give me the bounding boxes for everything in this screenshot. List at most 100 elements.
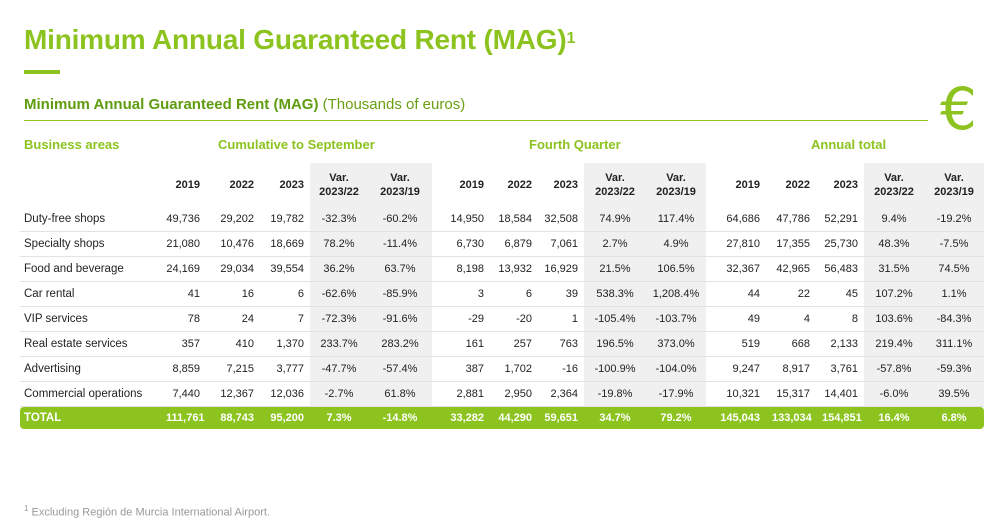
table-cell: 2,364 xyxy=(538,381,584,407)
table-cell: 4.9% xyxy=(646,231,706,257)
table-cell: 9.4% xyxy=(864,207,924,232)
table-cell: -17.9% xyxy=(646,381,706,407)
column-header: 2022 xyxy=(507,179,532,191)
table-cell: 107.2% xyxy=(864,281,924,307)
table-cell: 6 xyxy=(490,281,538,307)
row-label: Food and beverage xyxy=(20,256,160,282)
table-cell: 16.4% xyxy=(864,406,924,429)
table-cell: -104.0% xyxy=(646,356,706,382)
column-header: 2023 xyxy=(279,179,304,191)
table-cell: 48.3% xyxy=(864,231,924,257)
table-cell: 1.1% xyxy=(924,281,984,307)
column-header: 2023 xyxy=(833,179,858,191)
column-header: 2019 xyxy=(459,179,484,191)
table-cell: -14.8% xyxy=(368,406,432,429)
table-cell: 410 xyxy=(206,331,260,357)
table-cell: -6.0% xyxy=(864,381,924,407)
table-cell: 145,043 xyxy=(706,406,766,429)
table-cell: 16 xyxy=(206,281,260,307)
column-header: Var. 2023/22 xyxy=(584,163,646,207)
table-cell: 33,282 xyxy=(432,406,490,429)
table-cell: 29,202 xyxy=(206,207,260,232)
table-cell: 13,932 xyxy=(490,256,538,282)
table-cell: -59.3% xyxy=(924,356,984,382)
table-cell: 59,651 xyxy=(538,406,584,429)
table-cell: 7 xyxy=(260,306,310,332)
table-cell: 39.5% xyxy=(924,381,984,407)
table-cell: 257 xyxy=(490,331,538,357)
table-cell: 3,777 xyxy=(260,356,310,382)
table-cell: 64,686 xyxy=(706,207,766,232)
row-label: Real estate services xyxy=(20,331,160,357)
table-cell: -60.2% xyxy=(368,207,432,232)
table-cell: 133,034 xyxy=(766,406,816,429)
table-cell: 79.2% xyxy=(646,406,706,429)
cumulative-header: Cumulative to September xyxy=(218,137,375,152)
table-cell: 1,370 xyxy=(260,331,310,357)
table-cell: 42,965 xyxy=(766,256,816,282)
table-cell: 117.4% xyxy=(646,207,706,232)
table-cell: 1,208.4% xyxy=(646,281,706,307)
euro-icon: € xyxy=(940,75,977,143)
subtitle-divider xyxy=(24,120,928,121)
table-cell: 311.1% xyxy=(924,331,984,357)
table-cell: 31.5% xyxy=(864,256,924,282)
table-cell: 18,669 xyxy=(260,231,310,257)
table-cell: 29,034 xyxy=(206,256,260,282)
table-cell: 25,730 xyxy=(816,231,864,257)
table-cell: 15,317 xyxy=(766,381,816,407)
quarter-header: Fourth Quarter xyxy=(529,137,621,152)
table-row: Specialty shops 21,080 10,476 18,669 78.2% -1… xyxy=(20,231,984,257)
mag-table: 2019 2022 2023 Var. 2023/22 Var. 2023/19… xyxy=(20,163,984,429)
table-row: Advertising 8,859 7,215 3,777 -47.7% -57.4% 38… xyxy=(20,356,984,382)
table-cell: 36.2% xyxy=(310,256,368,282)
row-label: Duty-free shops xyxy=(20,207,160,232)
table-cell: 12,367 xyxy=(206,381,260,407)
page-title: Minimum Annual Guaranteed Rent (MAG)1 xyxy=(24,24,576,55)
row-label: VIP services xyxy=(20,306,160,332)
table-cell: 12,036 xyxy=(260,381,310,407)
table-cell: 39 xyxy=(538,281,584,307)
column-header: 2019 xyxy=(735,179,760,191)
table-cell: 21.5% xyxy=(584,256,646,282)
row-label: Car rental xyxy=(20,281,160,307)
table-cell: -7.5% xyxy=(924,231,984,257)
table-cell: -20 xyxy=(490,306,538,332)
table-row: VIP services 78 24 7 -72.3% -91.6% -29 -20 1 -105… xyxy=(20,306,984,332)
footnote-mark: 1 xyxy=(24,504,29,513)
table-cell: 52,291 xyxy=(816,207,864,232)
table-cell: 63.7% xyxy=(368,256,432,282)
table-cell: -72.3% xyxy=(310,306,368,332)
table-cell: -11.4% xyxy=(368,231,432,257)
table-cell: 24 xyxy=(206,306,260,332)
table-cell: 668 xyxy=(766,331,816,357)
table-cell: -19.2% xyxy=(924,207,984,232)
header-blank xyxy=(20,163,160,207)
business-areas-header: Business areas xyxy=(24,137,120,152)
table-cell: 47,786 xyxy=(766,207,816,232)
table-cell: 4 xyxy=(766,306,816,332)
table-row: Car rental 41 16 6 -62.6% -85.9% 3 6 39 538.3% 1,2… xyxy=(20,281,984,307)
row-label: TOTAL xyxy=(20,406,160,429)
table-row: Commercial operations 7,440 12,367 12,036 -2… xyxy=(20,381,984,407)
table-cell: 387 xyxy=(432,356,490,382)
table-cell: 41 xyxy=(160,281,206,307)
table-cell: -57.4% xyxy=(368,356,432,382)
table-cell: 32,508 xyxy=(538,207,584,232)
table-cell: 45 xyxy=(816,281,864,307)
table-cell: 103.6% xyxy=(864,306,924,332)
table-cell: 88,743 xyxy=(206,406,260,429)
table-cell: 3 xyxy=(432,281,490,307)
table-cell: 3,761 xyxy=(816,356,864,382)
table-subtitle: Minimum Annual Guaranteed Rent (MAG) (Th… xyxy=(24,96,465,113)
table-cell: 196.5% xyxy=(584,331,646,357)
table-cell: 34.7% xyxy=(584,406,646,429)
table-cell: 44 xyxy=(706,281,766,307)
table-cell: -29 xyxy=(432,306,490,332)
table-cell: 2,950 xyxy=(490,381,538,407)
table-cell: 106.5% xyxy=(646,256,706,282)
row-label: Commercial operations xyxy=(20,381,160,407)
table-cell: 18,584 xyxy=(490,207,538,232)
table-cell: 14,401 xyxy=(816,381,864,407)
column-header: Var. 2023/19 xyxy=(924,163,984,207)
